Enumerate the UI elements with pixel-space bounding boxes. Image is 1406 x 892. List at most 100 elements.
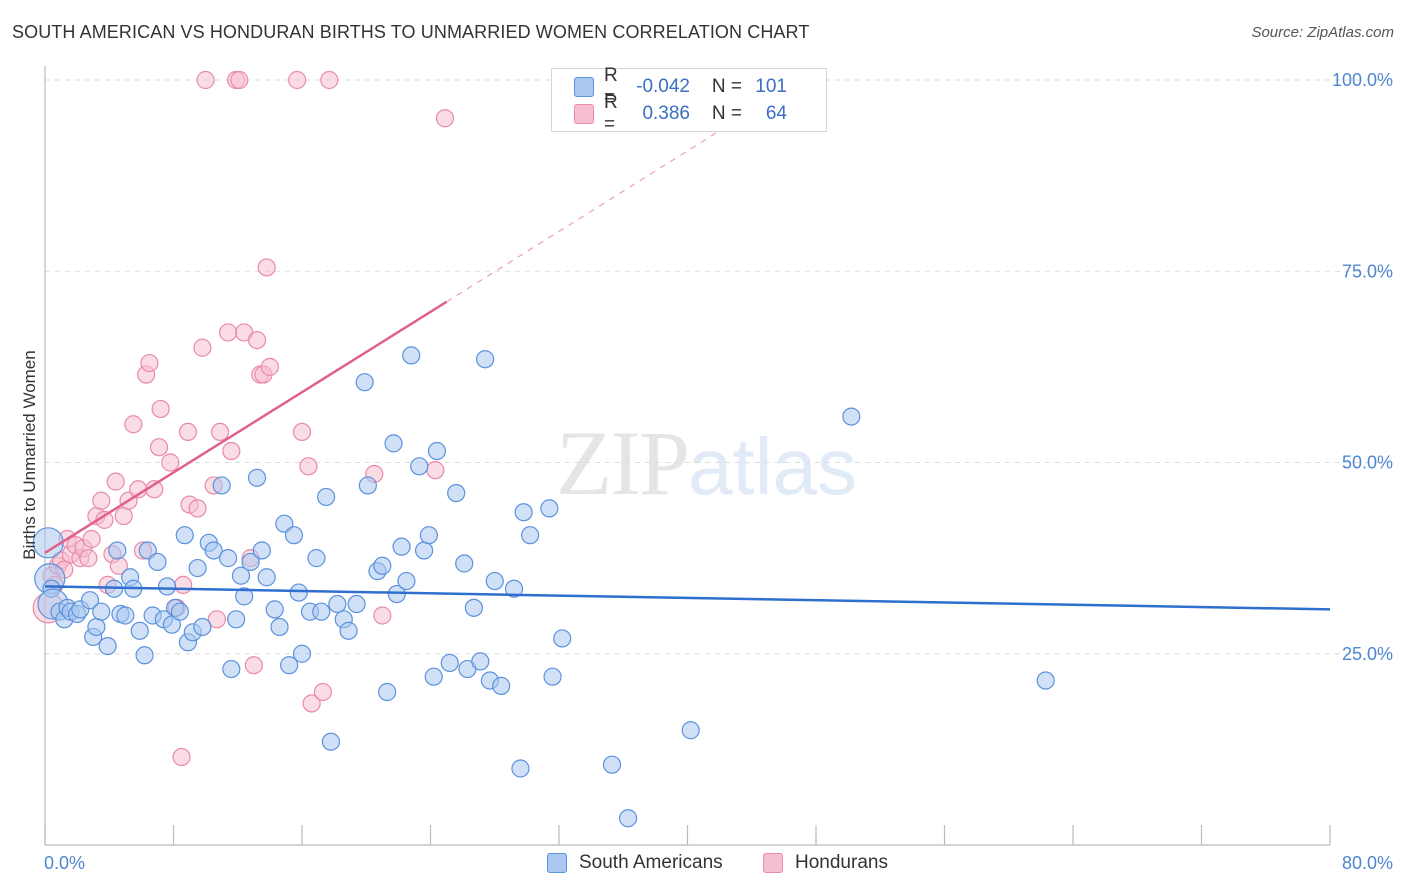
legend-row-hondurans: R = 0.386 N = 64 bbox=[574, 92, 787, 135]
n-value: 101 bbox=[755, 76, 787, 97]
south-american-point bbox=[427, 441, 447, 461]
south-american-point bbox=[98, 636, 117, 656]
south-american-point bbox=[212, 476, 231, 495]
south-american-point bbox=[455, 554, 474, 573]
honduran-points bbox=[32, 70, 455, 767]
south-american-point bbox=[504, 579, 524, 598]
axes bbox=[44, 66, 1331, 846]
south-american-point bbox=[347, 594, 366, 614]
south-american-point bbox=[842, 407, 861, 426]
south-american-point bbox=[447, 484, 466, 503]
legend-item-hondurans[interactable]: Hondurans bbox=[763, 852, 888, 874]
honduran-point bbox=[210, 422, 230, 441]
honduran-point bbox=[435, 109, 455, 128]
y-tick-label: 100.0% bbox=[1332, 70, 1393, 90]
south-american-point bbox=[188, 558, 207, 578]
south-american-point bbox=[392, 537, 411, 556]
south-american-point bbox=[135, 646, 154, 665]
south-american-point bbox=[204, 541, 223, 560]
correlation-legend: R = -0.042 N = 101 R = 0.386 N = 64 bbox=[551, 65, 827, 135]
honduran-trendline-extension bbox=[446, 110, 753, 303]
honduran-point bbox=[288, 70, 307, 90]
south-american-point bbox=[476, 350, 495, 369]
honduran-point bbox=[114, 506, 133, 526]
south-american-point bbox=[520, 526, 540, 545]
south-american-point bbox=[130, 621, 149, 640]
south-american-point bbox=[339, 621, 358, 640]
south-american-point bbox=[384, 434, 403, 453]
honduran-point bbox=[149, 438, 169, 457]
honduran-point bbox=[188, 499, 207, 518]
honduran-point bbox=[320, 70, 339, 90]
n-label: N = bbox=[711, 76, 742, 97]
south-american-point bbox=[307, 549, 326, 568]
honduran-point bbox=[219, 323, 238, 342]
honduran-point bbox=[230, 70, 249, 90]
south-american-point bbox=[1036, 671, 1055, 690]
south-american-point bbox=[87, 617, 106, 637]
y-axis-title: Births to Unmarried Women bbox=[20, 350, 39, 559]
south-american-point bbox=[681, 721, 700, 740]
r-label: R = bbox=[604, 65, 618, 108]
south-american-point bbox=[284, 526, 304, 545]
south-american-point bbox=[440, 653, 459, 673]
south-american-points bbox=[32, 346, 1055, 828]
chart-title: SOUTH AMERICAN VS HONDURAN BIRTHS TO UNM… bbox=[12, 22, 810, 42]
south-american-point bbox=[419, 526, 438, 545]
south-american-point bbox=[92, 602, 111, 621]
honduran-point bbox=[426, 461, 445, 480]
honduran-point bbox=[124, 415, 143, 434]
south-american-point bbox=[193, 617, 212, 637]
south-american-point bbox=[316, 487, 336, 507]
south-american-point bbox=[252, 541, 271, 560]
south-american-point bbox=[602, 755, 622, 774]
south-american-point bbox=[175, 526, 194, 545]
south-american-point bbox=[618, 809, 638, 828]
honduran-point bbox=[151, 399, 170, 419]
honduran-point bbox=[373, 606, 392, 625]
r-label: R = bbox=[604, 92, 618, 135]
trendlines bbox=[44, 110, 1331, 611]
south-american-point bbox=[219, 549, 238, 568]
n-value: 64 bbox=[765, 103, 787, 124]
honduran-point bbox=[161, 453, 180, 472]
south-american-point bbox=[247, 468, 267, 487]
x-tick-label: 80.0% bbox=[1342, 853, 1393, 873]
south-american-point bbox=[553, 629, 572, 648]
south-american-point bbox=[280, 656, 299, 675]
south-american-point bbox=[157, 577, 177, 596]
south-american-point bbox=[464, 598, 483, 617]
south-american-point bbox=[358, 476, 377, 495]
honduran-point bbox=[244, 656, 263, 675]
south-american-point bbox=[378, 682, 397, 702]
legend-label: South Americans bbox=[579, 852, 723, 873]
r-value: 0.386 bbox=[642, 103, 690, 124]
south-american-point bbox=[257, 568, 276, 587]
south-american-point bbox=[270, 617, 289, 637]
south-american-point bbox=[514, 503, 533, 522]
honduran-point bbox=[92, 491, 111, 510]
south-american-point bbox=[80, 591, 100, 610]
honduran-point bbox=[79, 549, 98, 568]
source-label: Source: ZipAtlas.com bbox=[1251, 24, 1394, 41]
r-value: -0.042 bbox=[636, 76, 690, 97]
legend-item-south-americans[interactable]: South Americans bbox=[547, 852, 723, 874]
south-american-point bbox=[289, 583, 308, 602]
n-label: N = bbox=[711, 103, 742, 124]
south-american-point bbox=[471, 652, 490, 671]
south-american-point bbox=[373, 556, 392, 575]
south-american-point bbox=[170, 602, 190, 621]
south-american-point bbox=[492, 676, 511, 695]
south-american-point bbox=[355, 373, 374, 392]
south-american-point bbox=[511, 759, 530, 778]
south-american-point bbox=[312, 602, 331, 621]
honduran-point bbox=[257, 258, 276, 277]
south-american-point bbox=[265, 600, 284, 619]
honduran-point bbox=[178, 422, 198, 441]
honduran-trendline bbox=[44, 300, 448, 554]
honduran-point bbox=[302, 694, 321, 713]
honduran-point bbox=[196, 70, 215, 90]
honduran-point bbox=[140, 353, 159, 373]
south-american-point bbox=[108, 541, 127, 560]
